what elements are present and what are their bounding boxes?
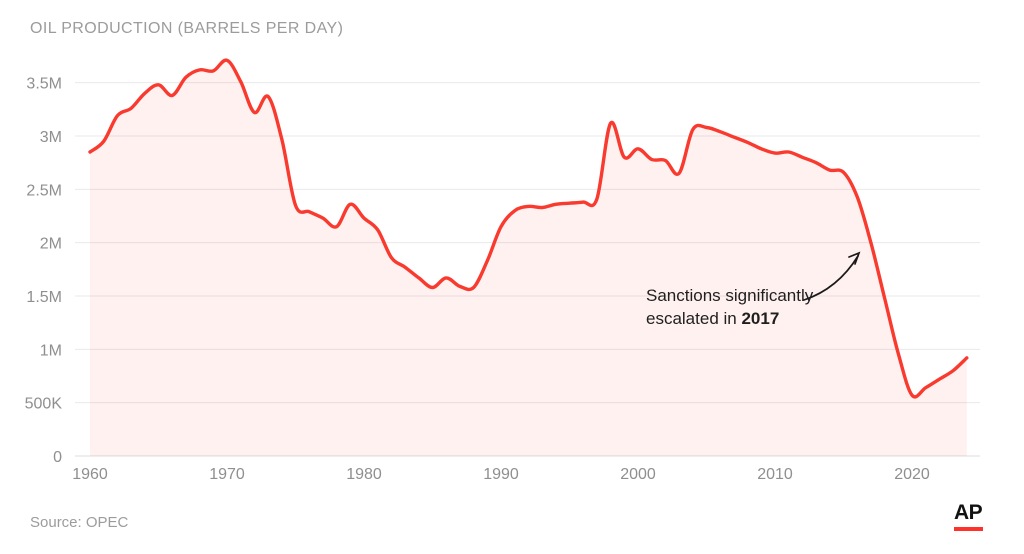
y-axis-tick-label: 1.5M	[26, 289, 62, 306]
annotation-year-bold: 2017	[741, 309, 780, 328]
x-axis-tick-label: 1980	[346, 466, 382, 483]
annotation-arrowhead	[848, 251, 861, 265]
y-axis-tick-label: 0	[53, 449, 62, 466]
x-axis-tick-label: 2000	[620, 466, 656, 483]
ap-logo-text: AP	[954, 501, 983, 524]
y-axis-tick-label: 3M	[40, 129, 62, 146]
chart-title: OIL PRODUCTION (BARRELS PER DAY)	[30, 20, 344, 37]
y-axis-tick-label: 3.5M	[26, 76, 62, 93]
area-fill	[90, 60, 967, 456]
production-line	[88, 58, 969, 399]
annotation-arrow	[803, 255, 859, 301]
ap-logo: AP	[954, 502, 986, 531]
x-axis-tick-label: 1960	[72, 466, 108, 483]
y-axis-tick-label: 2.5M	[26, 182, 62, 199]
x-axis-tick-label: 1970	[209, 466, 245, 483]
annotation-line2-prefix: escalated in	[646, 309, 742, 328]
ap-logo-underline	[954, 527, 983, 531]
x-axis-tick-label: 1990	[483, 466, 519, 483]
y-axis-tick-label: 500K	[25, 396, 63, 413]
x-axis-tick-label: 2010	[757, 466, 793, 483]
x-axis-tick-label: 2020	[894, 466, 930, 483]
annotation-sanctions: Sanctions significantly escalated in 201…	[646, 284, 813, 330]
source-text: Source: OPEC	[30, 514, 129, 531]
annotation-line1: Sanctions significantly	[646, 286, 814, 305]
y-axis-tick-label: 1M	[40, 342, 62, 359]
y-axis-tick-label: 2M	[40, 236, 62, 253]
